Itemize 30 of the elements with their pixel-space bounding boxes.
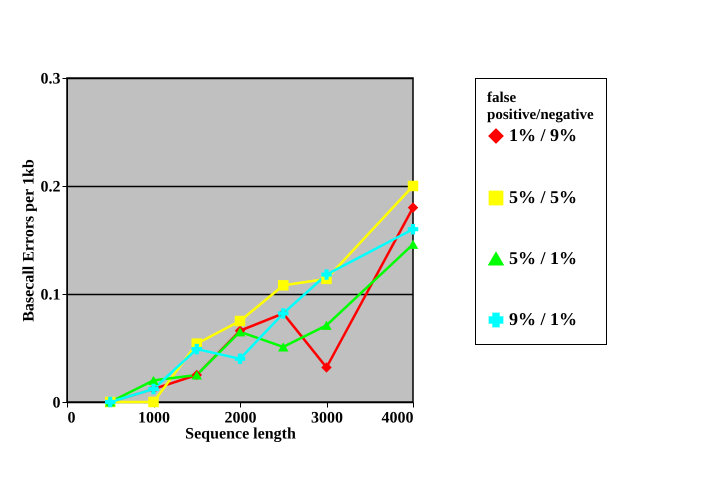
y-tick-label: 0.3 [40, 70, 60, 88]
x-tick-label: 3000 [311, 410, 343, 426]
y-tick-label: 0 [52, 394, 60, 412]
point [278, 280, 288, 291]
legend-label: 9% / 1% [509, 309, 578, 329]
x-axis-title: Sequence length [185, 426, 296, 442]
point [192, 344, 202, 354]
legend-label: 5% / 5% [509, 187, 578, 207]
legend-label: 5% / 1% [509, 248, 578, 268]
point [321, 362, 332, 373]
x-tick-label: 2000 [224, 410, 256, 426]
point [321, 269, 332, 280]
point [148, 376, 159, 385]
legend-label: 1% / 9% [509, 125, 578, 145]
x-tick-label: 4000 [382, 410, 414, 426]
point [148, 396, 159, 408]
point [278, 342, 288, 352]
point [408, 224, 418, 234]
y-tick-label: 0.2 [40, 178, 60, 196]
point [408, 180, 418, 192]
point [408, 240, 418, 249]
y-tick-label: 0.1 [40, 286, 60, 304]
point [408, 202, 418, 213]
x-tick-label: 1000 [138, 410, 170, 426]
point [234, 354, 246, 364]
x-tick-label: 0 [68, 410, 76, 426]
y-axis-title: Basecall Errors per 1kb [20, 159, 38, 322]
point [321, 320, 332, 330]
legend-title: false positive/negative [487, 90, 594, 123]
point [234, 316, 246, 326]
